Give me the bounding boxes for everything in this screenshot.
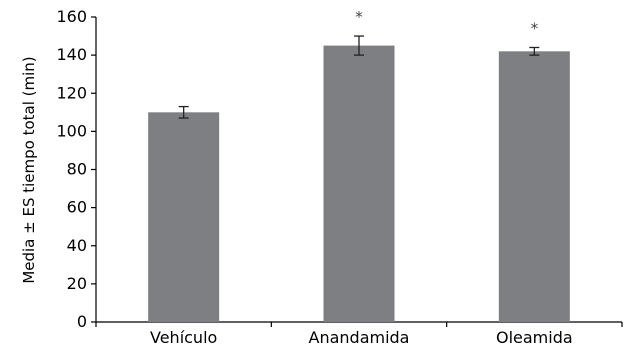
- significance-markers: **: [355, 8, 538, 37]
- significance-asterisk: *: [531, 20, 539, 38]
- y-tick-label: 0: [77, 312, 87, 331]
- bar-1: [323, 45, 395, 322]
- x-axis: Vehículo Anandamida Oleamida: [95, 321, 623, 347]
- y-tick-label: 120: [56, 83, 87, 102]
- x-tick-label: Vehículo: [150, 328, 217, 347]
- bars: [148, 45, 570, 322]
- y-tick-label: 20: [67, 274, 87, 293]
- bar-0: [148, 112, 220, 322]
- x-tick-label: Anandamida: [309, 328, 410, 347]
- y-axis: 0 20 40 60 80 100 120 140 160: [56, 7, 97, 331]
- bar-2: [498, 51, 570, 322]
- y-axis-title: Media ± ES tiempo total (min): [20, 56, 38, 283]
- y-tick-label: 140: [56, 45, 87, 64]
- x-tick-label: Oleamida: [496, 328, 573, 347]
- y-tick-label: 80: [67, 160, 87, 179]
- y-tick-label: 100: [56, 121, 87, 140]
- error-bars: [178, 35, 540, 119]
- significance-asterisk: *: [355, 8, 363, 26]
- y-tick-label: 40: [67, 236, 87, 255]
- y-tick-label: 160: [56, 7, 87, 26]
- y-tick-label: 60: [67, 198, 87, 217]
